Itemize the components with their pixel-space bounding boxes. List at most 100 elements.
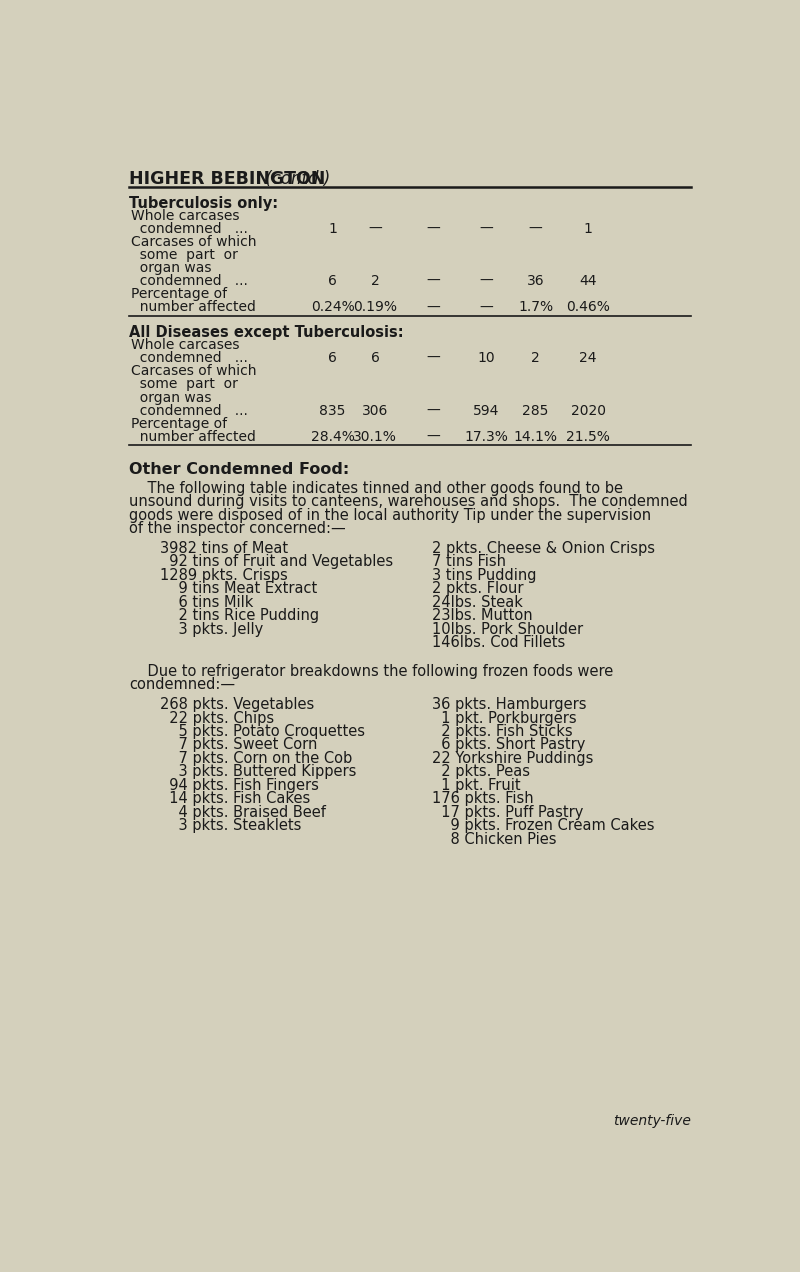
Text: —: — <box>479 300 493 314</box>
Text: —: — <box>426 351 440 365</box>
Text: 176 pkts. Fish: 176 pkts. Fish <box>432 791 534 806</box>
Text: 3 pkts. Buttered Kippers: 3 pkts. Buttered Kippers <box>161 764 357 780</box>
Text: Percentage of: Percentage of <box>131 417 227 431</box>
Text: 835: 835 <box>319 403 346 417</box>
Text: 2 pkts. Fish Sticks: 2 pkts. Fish Sticks <box>432 724 572 739</box>
Text: 10: 10 <box>477 351 494 365</box>
Text: condemned   ...: condemned ... <box>131 221 248 235</box>
Text: 24: 24 <box>579 351 597 365</box>
Text: 30.1%: 30.1% <box>353 430 397 444</box>
Text: of the inspector concerned:—: of the inspector concerned:— <box>130 522 346 536</box>
Text: unsound during visits to canteens, warehouses and shops.  The condemned: unsound during visits to canteens, wareh… <box>130 494 688 509</box>
Text: 92 tins of Fruit and Vegetables: 92 tins of Fruit and Vegetables <box>161 555 394 569</box>
Text: 285: 285 <box>522 403 549 417</box>
Text: 36 pkts. Hamburgers: 36 pkts. Hamburgers <box>432 697 586 712</box>
Text: The following table indicates tinned and other goods found to be: The following table indicates tinned and… <box>130 481 623 496</box>
Text: condemned   ...: condemned ... <box>131 275 248 289</box>
Text: —: — <box>529 221 542 235</box>
Text: 3982 tins of Meat: 3982 tins of Meat <box>161 541 289 556</box>
Text: 6: 6 <box>328 351 337 365</box>
Text: 594: 594 <box>473 403 499 417</box>
Text: (contd.): (contd.) <box>260 169 330 187</box>
Text: 7 pkts. Corn on the Cob: 7 pkts. Corn on the Cob <box>161 750 353 766</box>
Text: goods were disposed of in the local authority Tip under the supervision: goods were disposed of in the local auth… <box>130 508 651 523</box>
Text: 10lbs. Pork Shoulder: 10lbs. Pork Shoulder <box>432 622 583 636</box>
Text: 1 pkt. Fruit: 1 pkt. Fruit <box>432 778 520 792</box>
Text: 0.19%: 0.19% <box>353 300 397 314</box>
Text: —: — <box>426 430 440 444</box>
Text: 1: 1 <box>328 221 337 235</box>
Text: condemned   ...: condemned ... <box>131 403 248 417</box>
Text: organ was: organ was <box>131 261 211 275</box>
Text: 2 pkts. Flour: 2 pkts. Flour <box>432 581 523 597</box>
Text: 44: 44 <box>579 275 597 289</box>
Text: 3 tins Pudding: 3 tins Pudding <box>432 567 536 583</box>
Text: 23lbs. Mutton: 23lbs. Mutton <box>432 608 532 623</box>
Text: —: — <box>426 403 440 417</box>
Text: 22 Yorkshire Puddings: 22 Yorkshire Puddings <box>432 750 593 766</box>
Text: 2020: 2020 <box>570 403 606 417</box>
Text: 6: 6 <box>370 351 379 365</box>
Text: All Diseases except Tuberculosis:: All Diseases except Tuberculosis: <box>130 326 404 340</box>
Text: 5 pkts. Potato Croquettes: 5 pkts. Potato Croquettes <box>161 724 366 739</box>
Text: 1289 pkts. Crisps: 1289 pkts. Crisps <box>161 567 288 583</box>
Text: —: — <box>479 275 493 289</box>
Text: HIGHER BEBINGTON: HIGHER BEBINGTON <box>130 169 326 187</box>
Text: —: — <box>426 221 440 235</box>
Text: Other Condemned Food:: Other Condemned Food: <box>130 462 350 477</box>
Text: 21.5%: 21.5% <box>566 430 610 444</box>
Text: 7 tins Fish: 7 tins Fish <box>432 555 506 569</box>
Text: 0.24%: 0.24% <box>310 300 354 314</box>
Text: Percentage of: Percentage of <box>131 287 227 301</box>
Text: 28.4%: 28.4% <box>310 430 354 444</box>
Text: 36: 36 <box>526 275 544 289</box>
Text: 1.7%: 1.7% <box>518 300 553 314</box>
Text: 14.1%: 14.1% <box>514 430 558 444</box>
Text: twenty-five: twenty-five <box>613 1113 690 1127</box>
Text: condemned:—: condemned:— <box>130 678 235 692</box>
Text: condemned   ...: condemned ... <box>131 351 248 365</box>
Text: 7 pkts. Sweet Corn: 7 pkts. Sweet Corn <box>161 738 318 753</box>
Text: 2 tins Rice Pudding: 2 tins Rice Pudding <box>161 608 319 623</box>
Text: 94 pkts. Fish Fingers: 94 pkts. Fish Fingers <box>161 778 319 792</box>
Text: 268 pkts. Vegetables: 268 pkts. Vegetables <box>161 697 314 712</box>
Text: 1 pkt. Porkburgers: 1 pkt. Porkburgers <box>432 711 576 725</box>
Text: 306: 306 <box>362 403 388 417</box>
Text: —: — <box>479 221 493 235</box>
Text: some  part  or: some part or <box>131 378 238 392</box>
Text: number affected: number affected <box>131 430 256 444</box>
Text: Tuberculosis only:: Tuberculosis only: <box>130 196 278 211</box>
Text: 2: 2 <box>370 275 379 289</box>
Text: 14 pkts. Fish Cakes: 14 pkts. Fish Cakes <box>161 791 310 806</box>
Text: 0.46%: 0.46% <box>566 300 610 314</box>
Text: 9 tins Meat Extract: 9 tins Meat Extract <box>161 581 318 597</box>
Text: Due to refrigerator breakdowns the following frozen foods were: Due to refrigerator breakdowns the follo… <box>130 664 614 679</box>
Text: 2 pkts. Peas: 2 pkts. Peas <box>432 764 530 780</box>
Text: number affected: number affected <box>131 300 256 314</box>
Text: —: — <box>426 300 440 314</box>
Text: 17 pkts. Puff Pastry: 17 pkts. Puff Pastry <box>432 805 583 820</box>
Text: Carcases of which: Carcases of which <box>131 235 257 249</box>
Text: 4 pkts. Braised Beef: 4 pkts. Braised Beef <box>161 805 326 820</box>
Text: 8 Chicken Pies: 8 Chicken Pies <box>432 832 556 847</box>
Text: 3 pkts. Steaklets: 3 pkts. Steaklets <box>161 818 302 833</box>
Text: Carcases of which: Carcases of which <box>131 364 257 378</box>
Text: 17.3%: 17.3% <box>464 430 508 444</box>
Text: 9 pkts. Frozen Cream Cakes: 9 pkts. Frozen Cream Cakes <box>432 818 654 833</box>
Text: 3 pkts. Jelly: 3 pkts. Jelly <box>161 622 264 636</box>
Text: —: — <box>426 275 440 289</box>
Text: 1: 1 <box>584 221 593 235</box>
Text: Whole carcases: Whole carcases <box>131 209 239 223</box>
Text: 2 pkts. Cheese & Onion Crisps: 2 pkts. Cheese & Onion Crisps <box>432 541 654 556</box>
Text: 6: 6 <box>328 275 337 289</box>
Text: 22 pkts. Chips: 22 pkts. Chips <box>161 711 274 725</box>
Text: some  part  or: some part or <box>131 248 238 262</box>
Text: 24lbs. Steak: 24lbs. Steak <box>432 594 522 609</box>
Text: 2: 2 <box>531 351 540 365</box>
Text: organ was: organ was <box>131 391 211 404</box>
Text: Whole carcases: Whole carcases <box>131 338 239 352</box>
Text: —: — <box>368 221 382 235</box>
Text: 146lbs. Cod Fillets: 146lbs. Cod Fillets <box>432 635 565 650</box>
Text: 6 pkts. Short Pastry: 6 pkts. Short Pastry <box>432 738 585 753</box>
Text: 6 tins Milk: 6 tins Milk <box>161 594 254 609</box>
